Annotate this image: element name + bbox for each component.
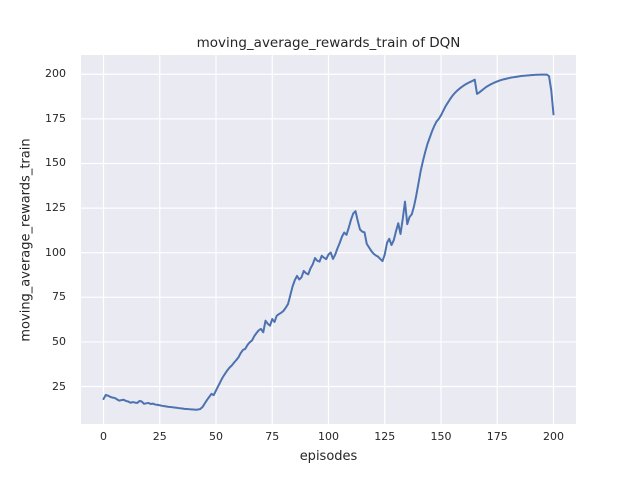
plot-area xyxy=(81,55,576,424)
chart-title: moving_average_rewards_train of DQN xyxy=(196,35,461,51)
x-axis-label: episodes xyxy=(299,449,358,464)
x-tick-label-200: 200 xyxy=(543,430,564,443)
y-tick-label-125: 125 xyxy=(45,201,66,215)
x-tick-label-175: 175 xyxy=(486,430,508,443)
x-tick-label-75: 75 xyxy=(265,430,280,443)
x-tick-label-25: 25 xyxy=(152,430,167,443)
y-tick-label-75: 75 xyxy=(52,290,66,304)
x-tick-label-100: 100 xyxy=(318,430,339,443)
y-tick-label-150: 150 xyxy=(45,156,66,170)
line-chart-canvas xyxy=(81,55,576,424)
y-tick-label-100: 100 xyxy=(45,245,66,259)
x-tick-label-0: 0 xyxy=(100,430,107,443)
y-tick-label-50: 50 xyxy=(52,334,66,348)
x-tick-label-50: 50 xyxy=(209,430,223,443)
y-tick-label-25: 25 xyxy=(52,379,66,393)
x-tick-label-150: 150 xyxy=(430,430,452,443)
y-axis-label: moving_average_rewards_train xyxy=(18,138,34,342)
y-tick-label-200: 200 xyxy=(45,67,66,81)
data-line-moving_average_rewards_train xyxy=(102,73,555,411)
y-tick-label-175: 175 xyxy=(45,111,66,125)
x-tick-label-125: 125 xyxy=(374,430,396,443)
